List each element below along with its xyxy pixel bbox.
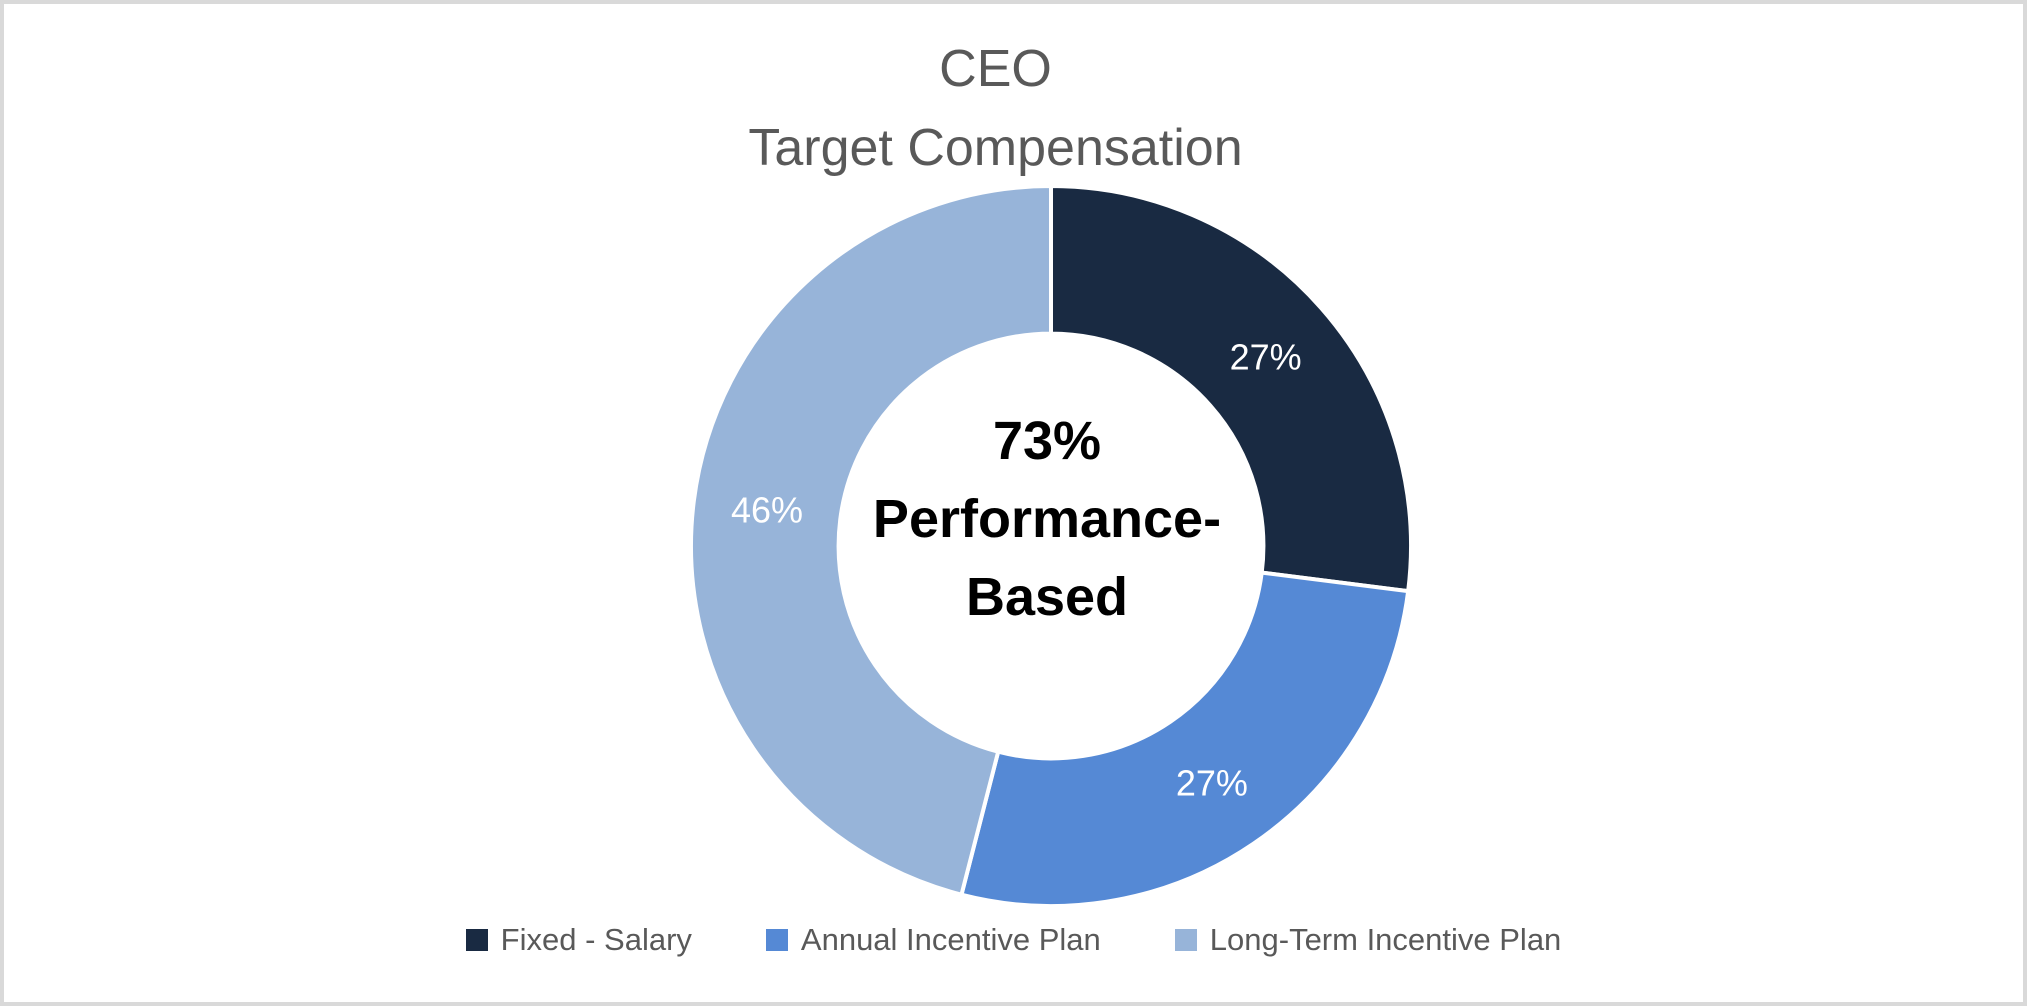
legend-label-annual-incentive-plan: Annual Incentive Plan bbox=[800, 922, 1101, 957]
legend-item-fixed-salary: Fixed - Salary bbox=[465, 922, 692, 958]
center-label-line-3: Based bbox=[965, 567, 1129, 627]
legend-label-fixed-salary: Fixed - Salary bbox=[500, 922, 692, 957]
donut-data-label-2: 46% bbox=[731, 490, 803, 531]
donut-center-label: 73% Performance- Based bbox=[873, 402, 1221, 636]
donut-data-label-1: 27% bbox=[1176, 762, 1248, 803]
chart-title: CEO Target Compensation bbox=[748, 30, 1242, 188]
donut-segment-1 bbox=[959, 570, 1411, 908]
donut-data-label-0: 27% bbox=[1230, 336, 1302, 377]
donut-chart: 27% 27% 46% bbox=[689, 183, 1413, 908]
chart-title-line-1: CEO bbox=[939, 40, 1052, 98]
chart-legend: Fixed - Salary Annual Incentive Plan Lon… bbox=[4, 922, 2023, 958]
legend-marker-long-term-incentive-plan-icon bbox=[1174, 929, 1197, 951]
legend-item-long-term-incentive-plan: Long-Term Incentive Plan bbox=[1174, 922, 1562, 958]
donut-segment-2 bbox=[689, 183, 1053, 898]
donut-segment-0 bbox=[1049, 183, 1413, 594]
legend-label-long-term-incentive-plan: Long-Term Incentive Plan bbox=[1209, 922, 1562, 957]
center-label-line-1: 73% bbox=[992, 411, 1102, 471]
chart-title-line-2: Target Compensation bbox=[748, 119, 1243, 177]
legend-marker-annual-incentive-plan-icon bbox=[765, 929, 788, 951]
center-label-line-2: Performance- bbox=[872, 489, 1222, 549]
legend-item-annual-incentive-plan: Annual Incentive Plan bbox=[765, 922, 1101, 958]
legend-marker-fixed-salary-icon bbox=[465, 929, 488, 951]
